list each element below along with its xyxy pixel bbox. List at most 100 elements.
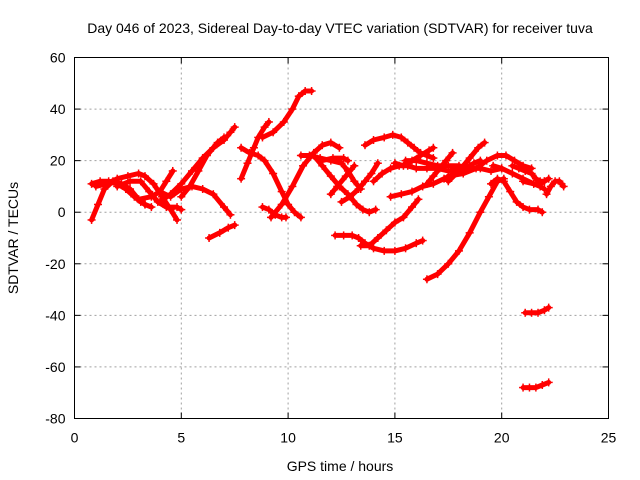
series-line	[403, 158, 505, 174]
series-line	[358, 196, 421, 249]
data-point	[209, 190, 218, 199]
data-point	[510, 156, 519, 165]
data-point	[397, 133, 406, 142]
series-track	[309, 151, 380, 217]
data-point	[202, 151, 211, 160]
data-point	[373, 234, 382, 242]
series-line	[178, 134, 227, 200]
data-point	[422, 159, 431, 168]
data-point	[149, 179, 158, 188]
data-point	[538, 380, 547, 389]
data-point	[465, 228, 474, 237]
data-point	[380, 246, 389, 255]
data-point	[249, 143, 258, 152]
data-point	[444, 259, 453, 268]
series-track	[444, 151, 536, 181]
x-axis-label: GPS time / hours	[287, 458, 394, 474]
data-point	[367, 169, 376, 178]
series-line	[206, 222, 238, 241]
series-track	[205, 221, 239, 242]
data-point	[493, 151, 502, 160]
data-point	[337, 197, 346, 206]
series-track	[487, 174, 547, 217]
data-point	[147, 192, 156, 201]
data-point	[540, 306, 549, 315]
data-point	[497, 164, 506, 173]
data-point	[386, 192, 395, 201]
data-point	[226, 210, 235, 219]
data-point	[140, 200, 149, 209]
data-point	[145, 187, 154, 196]
data-point	[173, 203, 182, 212]
data-point	[350, 177, 359, 186]
data-point	[482, 156, 491, 165]
series-track	[422, 174, 508, 284]
data-point	[267, 213, 276, 222]
data-point	[501, 151, 510, 160]
data-point	[407, 203, 416, 212]
y-axis-label: SDTVAR / TECUs	[5, 182, 21, 294]
data-point	[534, 308, 543, 317]
data-point	[425, 146, 434, 155]
data-point	[418, 236, 427, 245]
data-point	[205, 234, 214, 242]
series-track	[155, 182, 235, 219]
data-point	[113, 182, 122, 191]
data-point	[335, 143, 344, 152]
data-point	[341, 172, 350, 181]
data-point	[365, 241, 374, 250]
data-point	[531, 383, 540, 392]
data-point	[476, 208, 485, 217]
data-point	[307, 87, 316, 96]
data-point	[388, 130, 397, 139]
data-point	[326, 172, 335, 181]
data-point	[224, 223, 233, 232]
data-point	[194, 166, 203, 175]
x-tick-label: 5	[177, 430, 185, 446]
data-point	[350, 161, 359, 170]
data-point	[281, 213, 290, 222]
data-point	[380, 133, 389, 142]
data-point	[487, 179, 496, 188]
data-point	[514, 164, 523, 173]
data-point	[155, 197, 164, 206]
data-point	[326, 190, 335, 199]
data-point	[534, 205, 543, 214]
data-point	[260, 156, 269, 165]
data-point	[399, 213, 408, 222]
y-tick-label: -20	[45, 256, 65, 272]
series-line	[328, 163, 357, 197]
x-tick-label: 15	[387, 430, 403, 446]
data-point	[429, 172, 438, 181]
data-point	[369, 177, 378, 186]
data-point	[429, 143, 438, 152]
data-point	[166, 190, 175, 199]
data-point	[168, 166, 177, 175]
data-point	[147, 203, 156, 212]
data-point	[412, 164, 421, 173]
data-point	[296, 151, 305, 160]
data-point	[369, 244, 378, 253]
data-point	[155, 187, 164, 196]
tick-layer: -80 -60 -40 -20 0 20 40 60 0 5 10 15 20 25	[45, 50, 616, 446]
data-point	[433, 270, 442, 279]
series-track	[542, 177, 568, 199]
data-point	[93, 200, 102, 209]
y-tick-label: 60	[50, 50, 66, 66]
data-point	[288, 105, 297, 114]
data-point	[459, 169, 468, 178]
data-point	[258, 203, 267, 212]
data-point	[269, 128, 278, 137]
data-point	[382, 226, 391, 235]
data-point	[360, 177, 369, 186]
data-point	[360, 141, 369, 150]
data-point	[378, 169, 387, 178]
data-point	[544, 174, 553, 183]
series-layer	[87, 87, 568, 392]
x-tick-label: 10	[280, 430, 296, 446]
data-point	[326, 138, 335, 147]
data-point	[173, 215, 182, 224]
data-point	[121, 185, 130, 194]
series-track	[177, 133, 229, 201]
